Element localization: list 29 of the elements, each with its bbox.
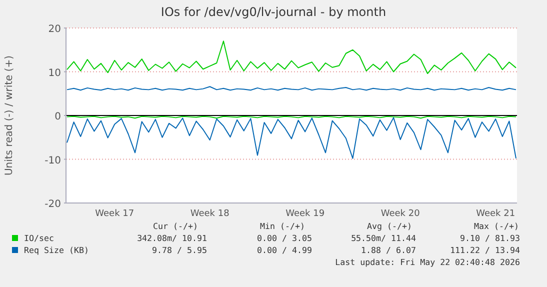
text: 0.00 / 4.99	[257, 245, 312, 255]
line-series	[66, 40, 516, 74]
x-tick-label: Week 18	[190, 209, 230, 219]
text: 0.00 / 3.05	[257, 233, 312, 243]
text: Last update: Fri May 22 02:40:48 2026	[335, 257, 520, 267]
x-tick-label: Week 19	[286, 209, 325, 219]
text: 342.08m/ 10.91	[137, 233, 207, 243]
chart-title: IOs for /dev/vg0/lv-journal - by month	[160, 5, 386, 19]
text: Avg (-/+)	[367, 221, 412, 231]
text: 1.88 / 6.07	[361, 245, 416, 255]
x-tick-label: Week 20	[380, 209, 420, 219]
x-tick-label: Week 17	[95, 209, 134, 219]
x-tick-label: Week 21	[476, 209, 516, 219]
y-tick-label: -10	[44, 155, 61, 166]
y-tick-label: 0	[54, 112, 61, 122]
text: 111.22 / 13.94	[450, 245, 520, 255]
text: 9.78 / 5.95	[152, 245, 207, 255]
legend-label: IO/sec	[24, 233, 54, 243]
y-tick-label: 10	[48, 68, 61, 79]
text: 9.10 / 81.93	[460, 233, 520, 243]
y-tick-label: 20	[48, 24, 61, 35]
text: Cur (-/+)	[153, 221, 198, 231]
line-series	[66, 117, 516, 159]
legend-label: Req Size (KB)	[24, 245, 89, 255]
text: Max (-/+)	[474, 221, 519, 231]
y-tick-label: -20	[44, 199, 61, 210]
y-axis-title: Units read (-) / write (+)	[4, 55, 15, 176]
text: 55.50m/ 11.44	[351, 233, 416, 243]
text: Min (-/+)	[260, 221, 305, 231]
